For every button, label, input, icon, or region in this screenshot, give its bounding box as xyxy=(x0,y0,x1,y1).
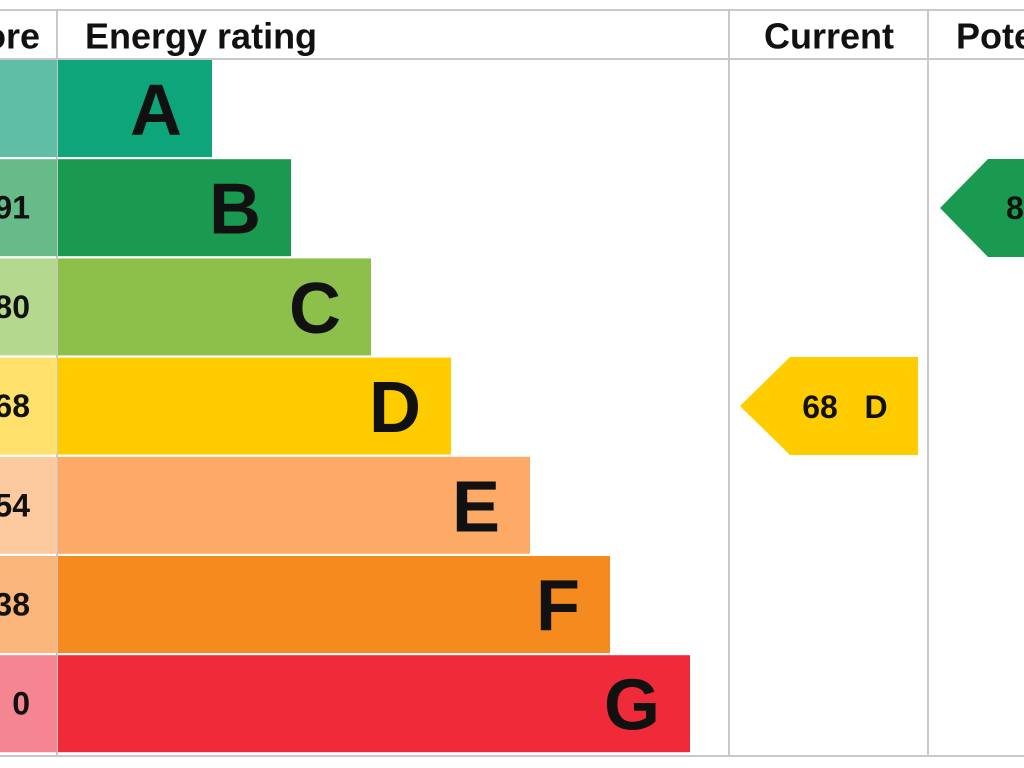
score-cell xyxy=(0,357,57,455)
band-score: 68 xyxy=(0,388,30,424)
band-score: 0 xyxy=(12,686,30,722)
current-score: 68 xyxy=(802,389,838,425)
band-score: 91 xyxy=(0,190,30,226)
band-bar xyxy=(58,258,371,356)
band-bar xyxy=(58,456,530,554)
band-letter: D xyxy=(369,368,421,448)
score-cell xyxy=(0,258,57,356)
potential-arrow xyxy=(940,159,1024,257)
band-score: 80 xyxy=(0,289,30,325)
potential-score: 8 xyxy=(1006,190,1024,226)
score-cell xyxy=(0,556,57,653)
header-score: ore xyxy=(0,16,40,57)
score-cell xyxy=(0,60,57,157)
band-bar xyxy=(58,60,212,157)
band-letter: A xyxy=(130,71,182,151)
band-letter: C xyxy=(289,269,341,349)
band-score: 38 xyxy=(0,587,30,623)
score-cell xyxy=(0,159,57,257)
score-cell xyxy=(0,456,57,554)
header-rating: Energy rating xyxy=(85,16,317,57)
current-band: D xyxy=(864,389,887,425)
bands: A 91 B 80 C 68 D 54 E 38 F 0 G xyxy=(0,60,690,753)
band-score: 54 xyxy=(0,487,30,523)
current-arrow xyxy=(740,357,918,455)
band-letter: G xyxy=(604,666,660,746)
band-letter: B xyxy=(209,170,261,250)
header-current: Current xyxy=(764,16,894,57)
band-letter: F xyxy=(536,567,580,647)
band-bar xyxy=(58,556,610,653)
band-bar xyxy=(58,357,451,455)
header-potential: Pote xyxy=(956,16,1024,57)
band-bar xyxy=(58,159,291,257)
band-bar xyxy=(58,655,690,753)
band-letter: E xyxy=(452,467,500,547)
score-cell xyxy=(0,655,57,753)
